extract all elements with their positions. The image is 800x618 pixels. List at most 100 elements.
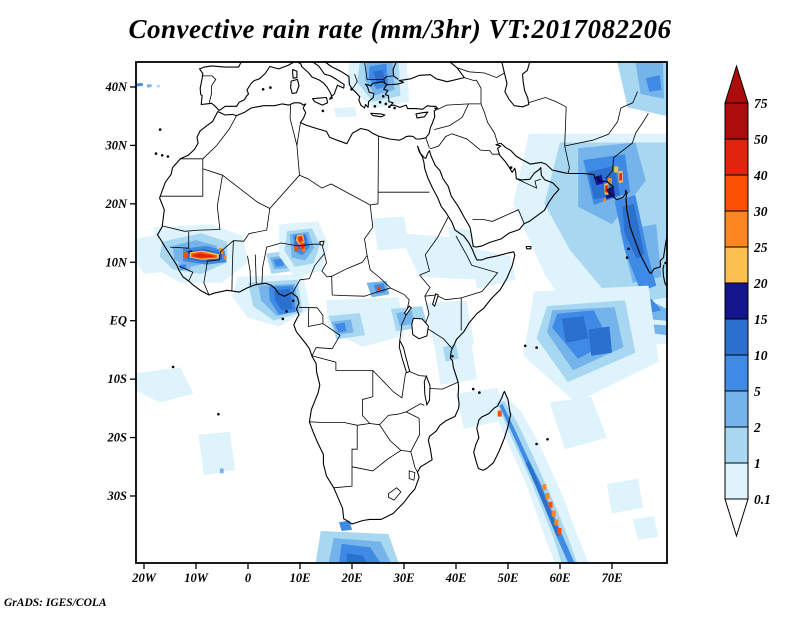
lon-tick-label: 20W — [131, 571, 157, 585]
border-algeria-niger — [222, 174, 300, 209]
colorbar-label: 30 — [753, 204, 768, 219]
colorbar-segment — [724, 426, 749, 464]
border-car-south — [331, 276, 391, 297]
border-jordan-saudi — [429, 133, 452, 150]
coast-adriatic-greece — [324, 62, 388, 109]
rain-patch-level-25 — [603, 198, 606, 203]
border-sa-mozambique — [400, 450, 418, 473]
grads-credit: GrADS: IGES/COLA — [4, 597, 107, 609]
rain-patch-level-10 — [525, 460, 560, 537]
border-togo-benin — [254, 254, 257, 285]
rain-patch-level-5 — [334, 322, 347, 333]
rain-patch-level-25 — [223, 255, 227, 260]
lake-turkana — [432, 293, 439, 307]
coast-sicily — [311, 96, 329, 106]
border-cameroon-gabon-congo — [298, 306, 341, 356]
island-dot — [321, 109, 325, 113]
lake-malawi — [423, 374, 431, 407]
coastlines-layer — [156, 62, 667, 525]
coast-madagascar — [473, 390, 512, 471]
coast-sri-lanka — [662, 264, 667, 288]
border-spain-portugal — [201, 75, 217, 104]
island-dot — [509, 166, 513, 169]
border-uganda-kenya — [423, 296, 430, 327]
island-dot — [523, 344, 527, 348]
rain-patch-level-0.1 — [471, 247, 516, 289]
border-iraq-saudi-kuwait — [451, 133, 500, 155]
lon-tick-label: 10W — [184, 571, 209, 585]
border-niger-mali-burkina — [219, 208, 271, 260]
colorbar: 75 50 40 30 25 20 15 10 5 2 1 0.1 — [724, 64, 771, 538]
border-egypt-israel — [425, 137, 430, 149]
rain-patch-level-10 — [561, 316, 589, 343]
coast-africa-atlantic-indian — [156, 111, 516, 525]
island-dot — [546, 438, 549, 441]
border-ivorycoast-liberia-mali — [203, 259, 220, 296]
border-chad-sudan — [364, 204, 374, 256]
colorbar-label: 10 — [754, 348, 768, 363]
lakes-layer — [319, 240, 439, 407]
colorbar-label: 40 — [753, 168, 768, 183]
border-balkans-albania — [352, 73, 358, 89]
island-dot — [381, 95, 385, 98]
lat-tick-label: EQ — [109, 314, 127, 328]
rain-spot-level-25 — [554, 519, 559, 526]
border-zambia-malawi — [405, 403, 425, 413]
border-liberia-sierraleone-guinea — [179, 266, 194, 282]
colorbar-arrow-bottom — [724, 498, 749, 538]
coast-caspian — [501, 62, 531, 108]
coast-socotra — [525, 245, 532, 250]
rain-patch-level-40 — [193, 253, 214, 258]
border-namibia-botswana-sa — [333, 425, 358, 489]
coast-italy — [297, 62, 345, 100]
colorbar-label: 2 — [753, 420, 761, 435]
rain-patch-level-10 — [373, 70, 385, 84]
colorbar-segment — [724, 246, 749, 284]
border-mauritania-senegal — [162, 225, 185, 232]
island-dot — [160, 154, 164, 157]
border-zambia-zimbabwe — [379, 411, 407, 425]
island-dot — [166, 155, 170, 158]
lat-tick-label: 10S — [108, 372, 128, 386]
island-dot — [478, 391, 481, 394]
rain-patch-level-2 — [219, 468, 224, 474]
border-sudan-uganda — [419, 274, 431, 297]
lake-tanganyika — [398, 338, 411, 374]
rain-patch-level-5 — [645, 75, 662, 92]
colorbar-segment — [724, 102, 749, 140]
border-angola-namibia — [309, 421, 380, 426]
lon-tick-label: 70E — [602, 571, 623, 585]
lon-tick-label: 30E — [393, 571, 415, 585]
lon-tick-label: 50E — [498, 571, 519, 585]
border-caucasus — [456, 67, 505, 79]
border-india-pakistan — [605, 113, 649, 179]
island-dot — [471, 387, 475, 391]
border-eritrea-sudan — [437, 215, 450, 238]
border-swaziland — [408, 470, 416, 481]
rain-spot-level-25 — [542, 484, 547, 491]
rain-patch-level-0.1 — [198, 431, 235, 476]
rain-spot-level-30 — [294, 244, 299, 251]
rain-patch-level-40 — [301, 244, 305, 250]
rain-spot-level-30 — [548, 501, 553, 508]
border-botswana-zimbabwe — [379, 424, 402, 451]
rain-patch-level-0.1 — [632, 516, 659, 540]
rain-patch-level-10 — [588, 326, 612, 356]
border-drc-zambia — [372, 370, 406, 399]
island-dot — [388, 105, 391, 109]
colorbar-label: 1 — [754, 456, 761, 471]
border-iran-turkmenistan — [528, 97, 567, 108]
map-frame — [135, 61, 668, 564]
island-dot — [393, 106, 396, 110]
island-dot — [378, 100, 382, 104]
colorbar-segment — [724, 390, 749, 428]
lake-victoria — [411, 317, 429, 340]
colorbar-segment — [724, 210, 749, 248]
island-dot — [350, 88, 353, 91]
rain-patch-level-40 — [378, 287, 380, 290]
island-dot — [171, 365, 175, 369]
border-kenya-ethiopia — [424, 294, 462, 301]
rain-patch-level-5 — [179, 264, 187, 270]
rain-patch-level-2 — [146, 84, 152, 88]
